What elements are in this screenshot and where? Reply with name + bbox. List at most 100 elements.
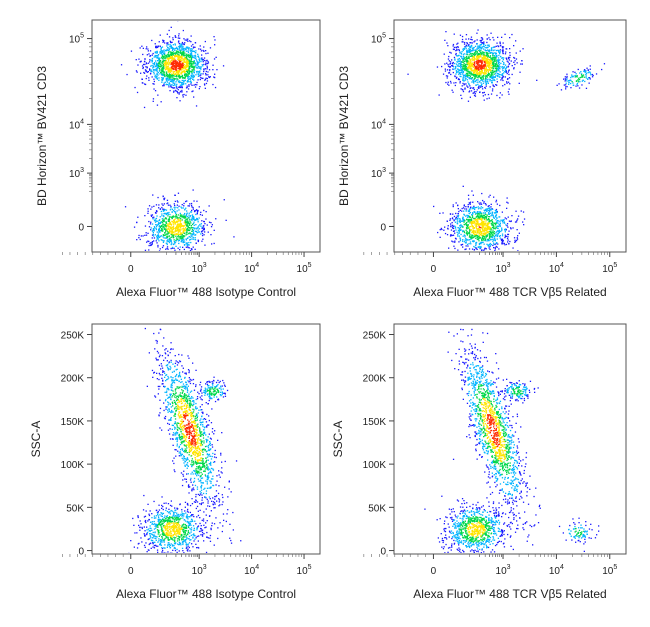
event-dot — [455, 226, 456, 227]
event-dot — [477, 201, 478, 202]
event-dot — [451, 241, 452, 242]
event-dot — [162, 205, 163, 206]
event-dot — [210, 222, 211, 223]
event-dot — [476, 228, 477, 229]
event-dot — [175, 213, 176, 214]
event-dot — [167, 68, 168, 69]
event-dot — [473, 195, 474, 196]
event-dot — [142, 54, 143, 55]
event-dot — [489, 76, 490, 77]
event-dot — [490, 213, 491, 214]
event-dot — [592, 76, 593, 77]
event-dot — [178, 206, 179, 207]
event-dot — [153, 257, 154, 258]
event-dot — [162, 75, 163, 76]
event-dot — [447, 69, 448, 70]
event-dot — [173, 83, 174, 84]
event-dot — [196, 201, 197, 202]
event-dot — [483, 203, 484, 204]
event-dot — [204, 221, 205, 222]
event-dot — [170, 206, 171, 207]
event-dot — [184, 80, 185, 81]
event-dot — [479, 235, 480, 236]
event-dot — [183, 77, 184, 78]
event-dot — [453, 246, 454, 247]
event-dot — [177, 239, 178, 240]
event-dot — [185, 71, 186, 72]
event-dot — [185, 222, 186, 223]
event-dot — [192, 227, 193, 228]
event-dot — [498, 68, 499, 69]
event-dot — [196, 82, 197, 83]
event-dot — [200, 49, 201, 50]
event-dot — [463, 56, 464, 57]
event-dot — [147, 67, 148, 68]
event-dot — [487, 234, 488, 235]
event-dot — [464, 241, 465, 242]
event-dot — [581, 74, 582, 75]
event-dot — [487, 47, 488, 48]
event-dot — [467, 234, 468, 235]
event-dot — [197, 232, 198, 233]
event-dot — [147, 208, 148, 209]
event-dot — [201, 57, 202, 58]
event-dot — [157, 71, 158, 72]
event-dot — [489, 51, 490, 52]
event-dot — [172, 49, 173, 50]
event-dot — [478, 230, 479, 231]
event-dot — [469, 78, 470, 79]
event-dot — [463, 220, 464, 221]
event-dot — [456, 77, 457, 78]
event-dot — [459, 58, 460, 59]
event-dot — [193, 255, 194, 256]
event-dot — [198, 74, 199, 75]
event-dot — [463, 71, 464, 72]
event-dot — [187, 244, 188, 245]
event-dot — [203, 64, 204, 65]
event-dot — [163, 41, 164, 42]
event-dot — [489, 235, 490, 236]
event-dot — [186, 200, 187, 201]
event-dot — [196, 219, 197, 220]
event-dot — [151, 69, 152, 70]
event-dot — [176, 231, 177, 232]
event-dot — [482, 200, 483, 201]
event-dot — [148, 221, 149, 222]
event-dot — [496, 217, 497, 218]
event-dot — [171, 244, 172, 245]
event-dot — [467, 46, 468, 47]
event-dot — [184, 216, 185, 217]
event-dot — [498, 52, 499, 53]
event-dot — [508, 94, 509, 95]
event-dot — [191, 35, 192, 36]
event-dot — [157, 57, 158, 58]
event-dot — [181, 67, 182, 68]
event-dot — [491, 65, 492, 66]
event-dot — [175, 207, 176, 208]
event-dot — [492, 209, 493, 210]
event-dot — [512, 74, 513, 75]
event-dot — [182, 204, 183, 205]
event-dot — [459, 218, 460, 219]
event-dot — [177, 91, 178, 92]
event-dot — [484, 228, 485, 229]
event-dot — [507, 202, 508, 203]
event-dot — [155, 46, 156, 47]
event-dot — [178, 89, 179, 90]
event-dot — [505, 231, 506, 232]
event-dot — [167, 81, 168, 82]
event-dot — [178, 209, 179, 210]
event-dot — [211, 226, 212, 227]
event-dot — [149, 245, 150, 246]
event-dot — [160, 221, 161, 222]
event-dot — [198, 63, 199, 64]
event-dot — [463, 54, 464, 55]
event-dot — [510, 227, 511, 228]
event-dot — [176, 68, 177, 69]
event-dot — [474, 55, 475, 56]
event-dot — [171, 63, 172, 64]
event-dot — [175, 216, 176, 217]
event-dot — [475, 49, 476, 50]
event-dot — [507, 227, 508, 228]
event-dot — [509, 48, 510, 49]
